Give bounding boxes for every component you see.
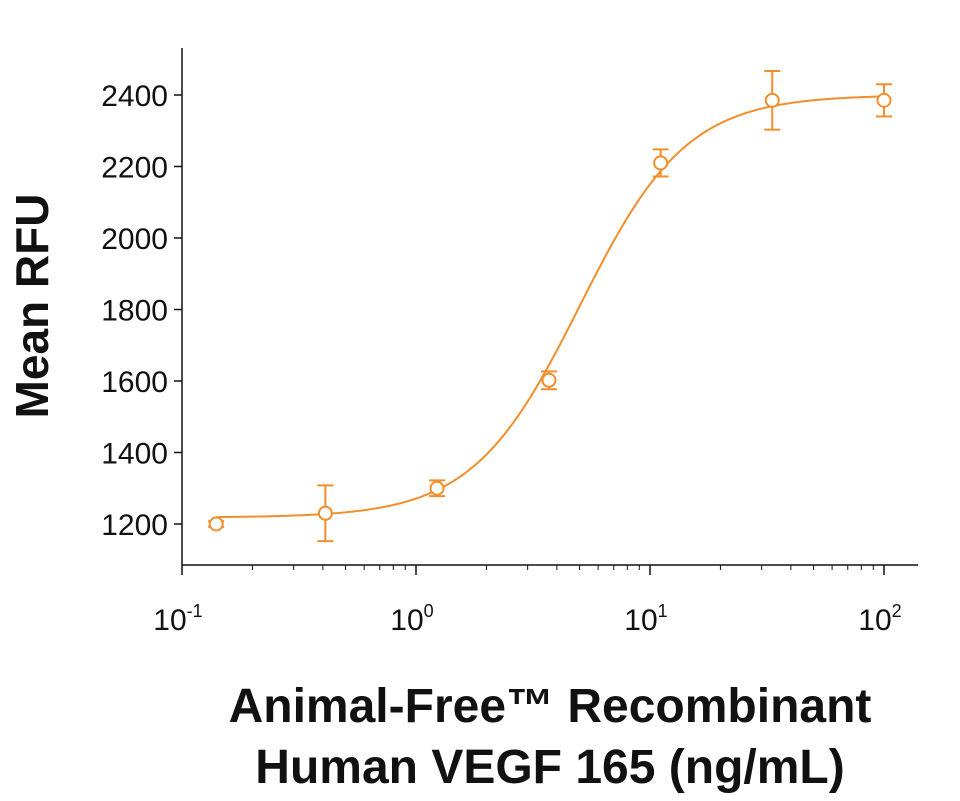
x-axis-title-line2: Human VEGF 165 (ng/mL) [255, 741, 844, 794]
axes [181, 48, 918, 566]
data-point [541, 372, 557, 388]
y-tick-label: 1200 [101, 509, 168, 542]
x-ticks: 10-1 100 101 102 [153, 565, 902, 637]
data-point [764, 92, 780, 108]
y-axis-title: Mean RFU [6, 194, 58, 419]
y-tick-label: 1400 [101, 438, 168, 471]
x-tick-label: 101 [624, 601, 667, 637]
data-points-layer [208, 70, 892, 543]
data-point-group [764, 70, 781, 131]
fit-curve [216, 95, 885, 519]
data-point-group [540, 370, 557, 391]
y-tick-label: 2400 [101, 80, 168, 113]
data-point [653, 155, 669, 171]
data-point-group [429, 479, 446, 498]
y-tick-label: 1600 [101, 366, 168, 399]
data-point [876, 92, 892, 108]
x-tick-label: 102 [858, 601, 901, 637]
y-tick-label: 1800 [101, 295, 168, 328]
x-tick-label: 10-1 [153, 601, 202, 637]
data-point [429, 480, 445, 496]
x-axis-title-line1: Animal-Free™ Recombinant [229, 680, 872, 733]
x-tick-label: 100 [390, 601, 433, 637]
data-point [317, 505, 333, 521]
data-point-group [652, 148, 669, 178]
data-point-group [317, 484, 334, 543]
y-tick-label: 2200 [101, 152, 168, 185]
y-ticks: 1200 1400 1600 1800 2000 2200 2400 [101, 80, 182, 542]
data-point [208, 516, 224, 532]
data-point-group [208, 516, 225, 532]
y-tick-label: 2000 [101, 223, 168, 256]
fit-curve-layer [216, 95, 885, 519]
data-point-group [876, 83, 892, 118]
